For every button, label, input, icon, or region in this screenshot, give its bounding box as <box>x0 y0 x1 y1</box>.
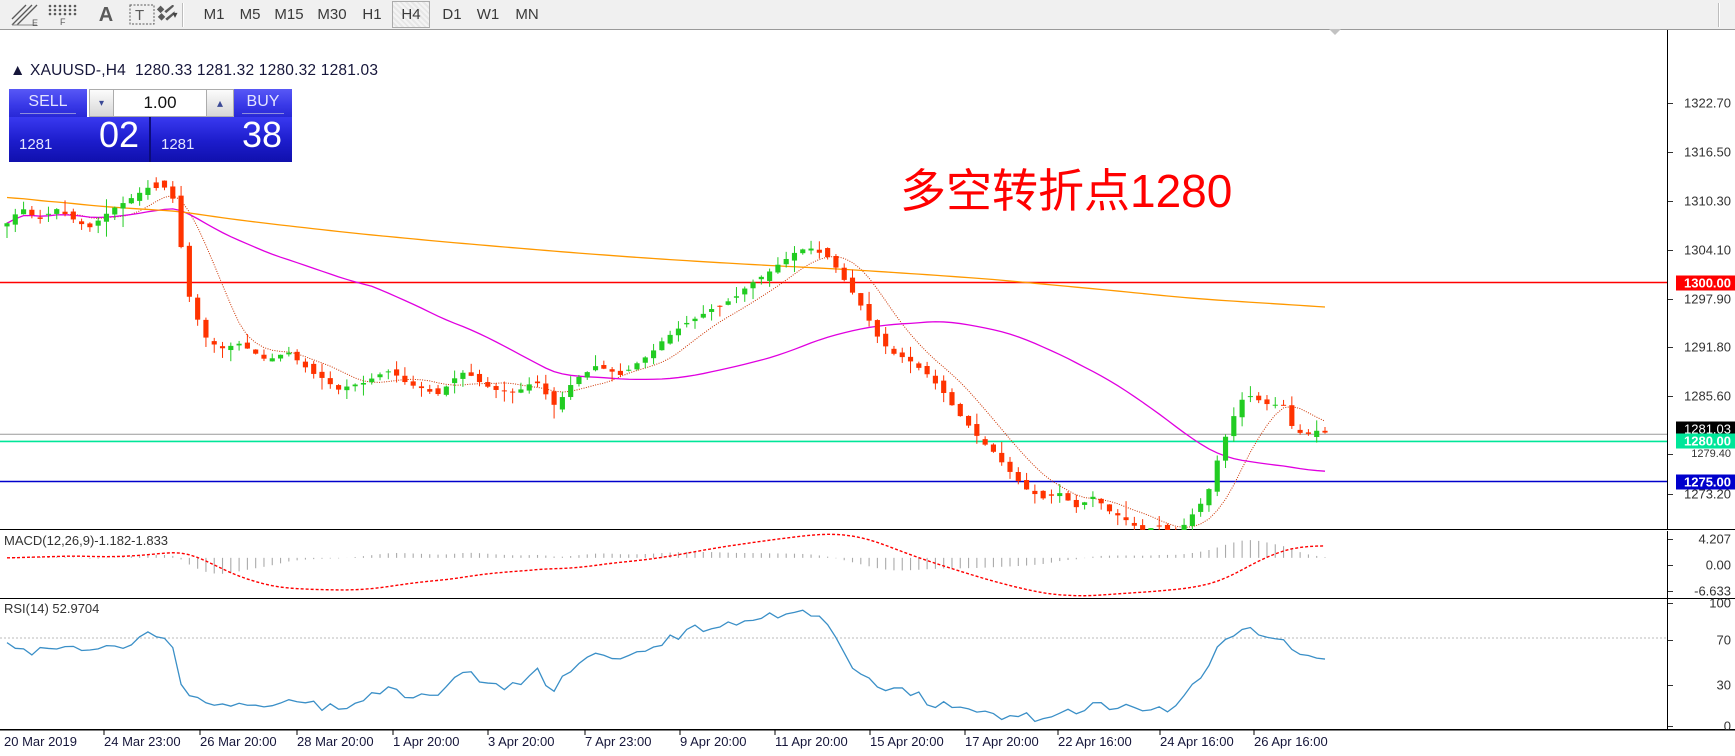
svg-text:T: T <box>135 7 144 24</box>
svg-text:F: F <box>60 17 66 26</box>
svg-text:E: E <box>32 18 38 27</box>
svg-text:多空转折点1280: 多空转折点1280 <box>900 165 1232 217</box>
